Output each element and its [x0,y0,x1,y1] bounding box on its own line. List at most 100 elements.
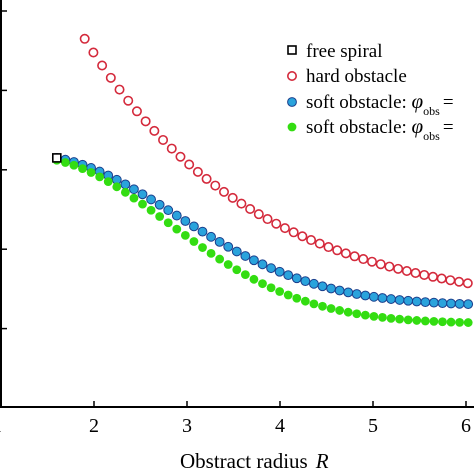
legend-soft-1-phi: φ [412,89,424,113]
data-point [249,255,259,266]
plot-frame [0,0,474,408]
data-point [427,271,438,282]
legend: free spiral hard obstacle soft obstacle:… [286,41,454,143]
data-point [326,283,336,294]
legend-marker-free-spiral [287,45,297,55]
data-point [253,209,264,220]
data-point [369,291,379,302]
data-point [249,274,259,284]
data-point [231,246,242,257]
data-point [411,296,422,307]
data-point [262,214,273,225]
data-point [258,279,267,289]
data-point [420,316,430,326]
data-point [314,238,325,249]
data-point [394,295,405,305]
data-point [463,318,473,327]
series-layer [51,33,474,327]
legend-marker-hard-obstacle [286,71,297,82]
data-point [446,317,456,327]
data-point [257,259,268,270]
data-point [317,281,328,292]
data-point [60,158,70,167]
data-point [463,299,474,310]
data-point [171,210,182,221]
x-tick-label: 6 [461,415,471,437]
x-tick-label: 2 [89,415,99,437]
data-point [395,314,405,324]
data-point [429,316,439,326]
data-point [343,307,353,317]
data-point [266,263,276,274]
data-point [120,179,131,190]
data-point [180,216,191,226]
data-point [86,168,96,177]
data-point [146,205,156,215]
data-point [360,310,370,320]
data-point [410,268,421,279]
data-point [445,275,456,286]
series-free-spiral [51,153,62,163]
data-point [51,153,62,163]
data-point [138,199,147,209]
data-point [412,316,422,325]
data-point [95,172,105,182]
data-point [309,278,319,289]
data-point [206,249,216,258]
data-point [279,223,290,234]
data-point [335,306,345,315]
data-point [120,187,130,197]
data-point [149,125,160,136]
data-point [375,259,386,270]
data-point [214,236,225,247]
x-axis-title-text: Obstract radius [180,449,308,473]
legend-marker-soft-obstacle-2 [287,122,297,132]
data-point [180,230,190,240]
data-point [236,198,247,209]
data-point [158,134,169,145]
data-point [283,290,293,300]
data-point [103,177,113,187]
data-point [393,263,404,274]
data-point [446,298,456,309]
x-axis-title-symbol: R [315,449,329,473]
data-point [175,151,186,162]
data-point [197,226,208,237]
data-point [140,116,151,127]
data-point [206,231,216,242]
data-point [283,270,294,281]
data-point [437,298,448,309]
data-point [78,164,87,174]
data-point [386,313,396,323]
data-point [184,159,195,170]
data-point [189,221,199,232]
data-point [386,294,396,304]
data-point [114,84,125,95]
y-axis-ticks [1,10,7,330]
data-point [420,297,431,308]
data-point [323,242,334,253]
data-point [334,285,345,296]
data-point [210,180,221,191]
data-point [163,218,173,228]
data-point [198,243,207,252]
data-point [300,276,311,287]
legend-soft-2-sub: obs [423,129,440,143]
legend-soft-2-text: soft obstacle: [306,117,412,138]
data-point [163,205,174,216]
data-point [97,60,108,71]
data-point [189,237,199,246]
data-point [288,227,299,238]
data-point [129,193,139,203]
data-point [403,295,414,306]
x-tick-label: 1 [0,415,2,437]
data-point [123,95,134,106]
data-point [351,289,362,299]
legend-soft-1-sub: obs [423,104,440,118]
data-point [192,166,203,177]
data-point [401,265,412,276]
data-point [112,182,122,192]
data-point [291,273,302,284]
data-point [340,248,351,259]
legend-label-hard-obstacle: hard obstacle [306,66,407,87]
